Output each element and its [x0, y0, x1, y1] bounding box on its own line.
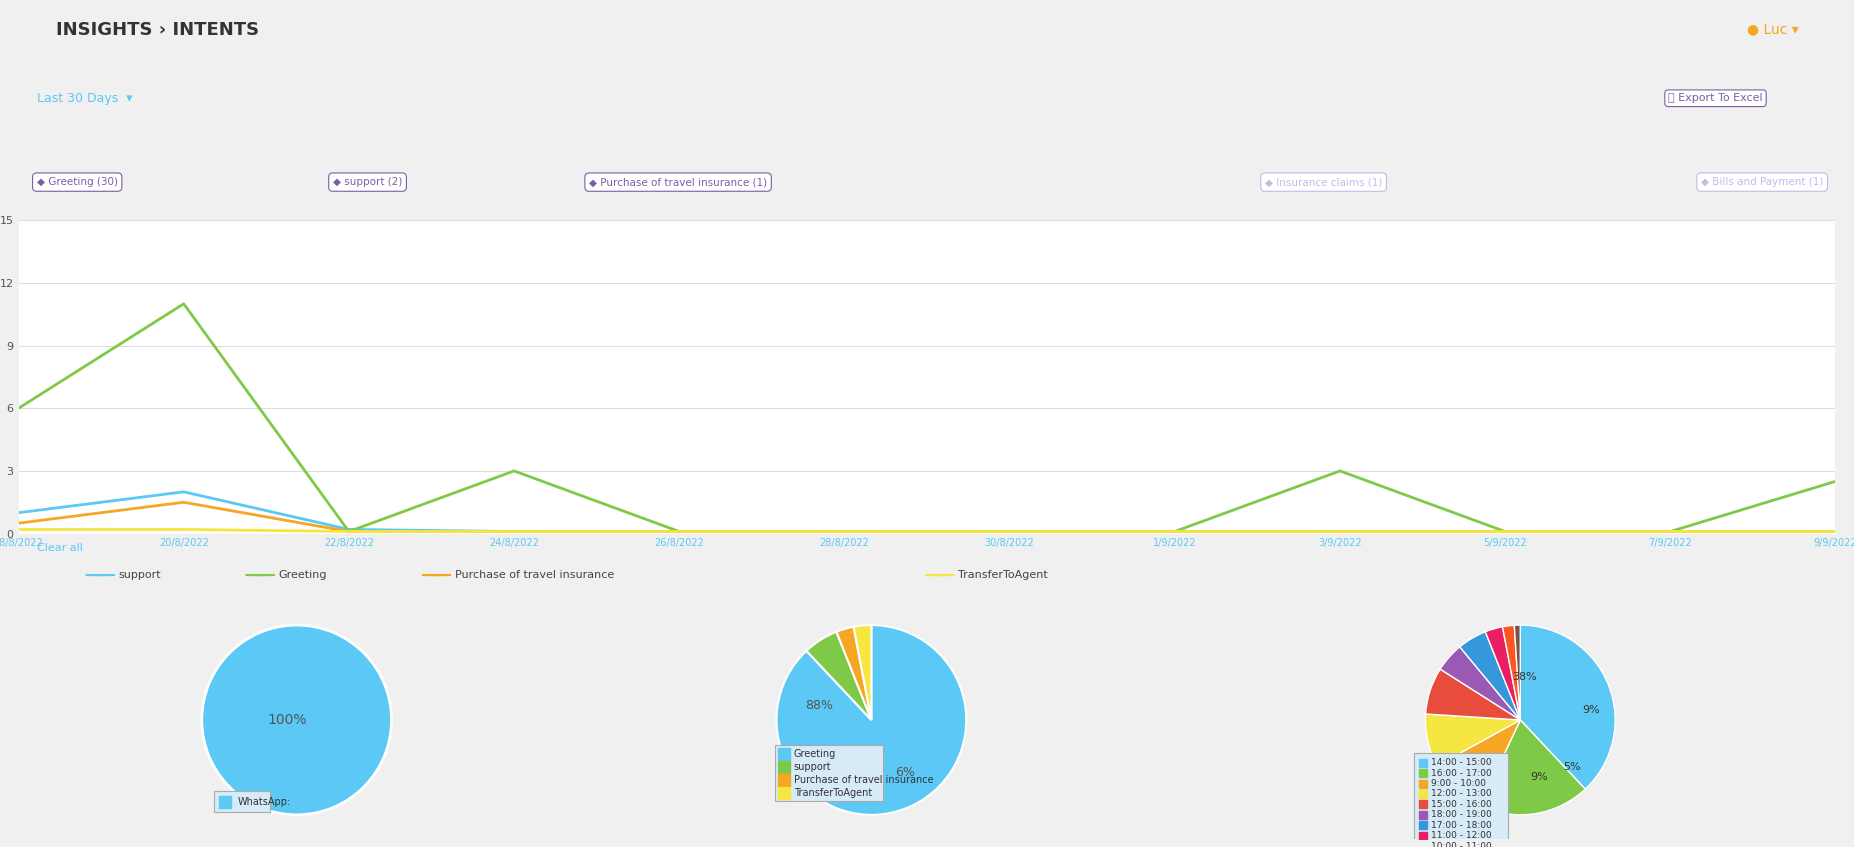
- Text: ◆ Purchase of travel insurance (1): ◆ Purchase of travel insurance (1): [590, 177, 768, 187]
- Wedge shape: [836, 627, 871, 720]
- Text: INSIGHTS › INTENTS: INSIGHTS › INTENTS: [56, 20, 260, 39]
- FancyBboxPatch shape: [775, 745, 883, 800]
- Wedge shape: [1459, 632, 1520, 720]
- FancyBboxPatch shape: [213, 791, 271, 812]
- Text: 10:00 - 11:00: 10:00 - 11:00: [1431, 842, 1492, 847]
- Wedge shape: [1441, 647, 1520, 720]
- Wedge shape: [202, 625, 391, 815]
- Text: 15:00 - 16:00: 15:00 - 16:00: [1431, 800, 1492, 809]
- Circle shape: [925, 574, 955, 576]
- Text: 6%: 6%: [895, 766, 914, 778]
- Text: Greeting: Greeting: [794, 749, 836, 759]
- Text: Purchase of travel insurance: Purchase of travel insurance: [794, 775, 933, 784]
- Wedge shape: [806, 632, 871, 720]
- Wedge shape: [1502, 625, 1520, 720]
- Wedge shape: [1437, 720, 1520, 805]
- Wedge shape: [1479, 720, 1585, 815]
- Text: WhatsApp:: WhatsApp:: [237, 798, 291, 807]
- Text: ● Luc ▾: ● Luc ▾: [1746, 23, 1798, 36]
- Text: 38%: 38%: [1513, 673, 1537, 683]
- Text: 9%: 9%: [1530, 772, 1548, 782]
- Wedge shape: [1515, 625, 1520, 720]
- Wedge shape: [1485, 627, 1520, 720]
- Text: ◆ support (2): ◆ support (2): [334, 177, 402, 187]
- Text: 18:00 - 19:00: 18:00 - 19:00: [1431, 811, 1492, 819]
- Wedge shape: [853, 625, 871, 720]
- FancyBboxPatch shape: [1415, 753, 1507, 847]
- Text: 9%: 9%: [1583, 706, 1600, 716]
- Text: TransferToAgent: TransferToAgent: [794, 788, 871, 798]
- Text: 14:00 - 15:00: 14:00 - 15:00: [1431, 758, 1492, 767]
- Text: 12:00 - 13:00: 12:00 - 13:00: [1431, 789, 1492, 799]
- Text: 88%: 88%: [805, 700, 832, 712]
- Text: support: support: [119, 570, 161, 580]
- Circle shape: [245, 574, 274, 576]
- Text: TransferToAgent: TransferToAgent: [959, 570, 1048, 580]
- Text: ◆ Insurance claims (1): ◆ Insurance claims (1): [1264, 177, 1383, 187]
- Text: 9:00 - 10:00: 9:00 - 10:00: [1431, 779, 1487, 788]
- Text: 16:00 - 17:00: 16:00 - 17:00: [1431, 768, 1492, 778]
- Circle shape: [423, 574, 451, 576]
- Text: ⎘ Export To Excel: ⎘ Export To Excel: [1669, 93, 1763, 103]
- Text: ◆ Greeting (30): ◆ Greeting (30): [37, 177, 117, 187]
- Text: 17:00 - 18:00: 17:00 - 18:00: [1431, 821, 1492, 830]
- Text: Greeting: Greeting: [278, 570, 326, 580]
- Text: Clear all: Clear all: [37, 543, 83, 552]
- Text: Last 30 Days  ▾: Last 30 Days ▾: [37, 91, 132, 105]
- Wedge shape: [1426, 714, 1520, 766]
- Text: support: support: [794, 762, 831, 772]
- Wedge shape: [777, 625, 966, 815]
- Text: 5%: 5%: [1563, 762, 1581, 772]
- Text: 100%: 100%: [267, 713, 308, 727]
- Circle shape: [85, 574, 115, 576]
- Text: Purchase of travel insurance: Purchase of travel insurance: [454, 570, 614, 580]
- Wedge shape: [1426, 669, 1520, 720]
- Wedge shape: [1520, 625, 1615, 789]
- Text: 11:00 - 12:00: 11:00 - 12:00: [1431, 831, 1492, 840]
- Text: ◆ Bills and Payment (1): ◆ Bills and Payment (1): [1700, 177, 1822, 187]
